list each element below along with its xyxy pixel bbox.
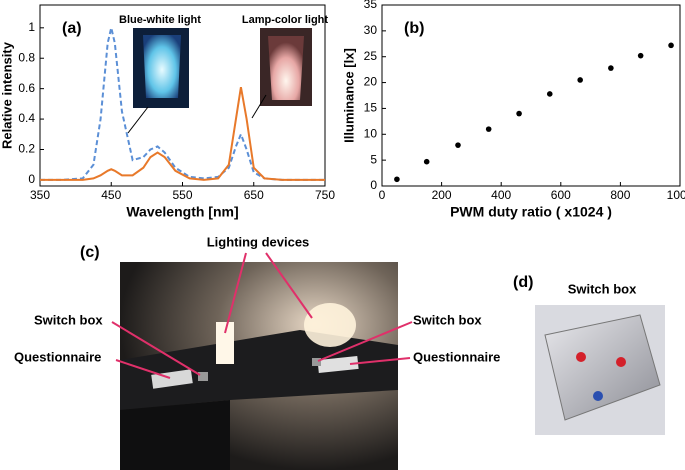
y-tick-label: 0 bbox=[370, 178, 377, 192]
x-tick-label: 200 bbox=[432, 188, 452, 202]
lamp bbox=[304, 303, 356, 347]
x-tick-label: 650 bbox=[244, 188, 264, 202]
paper bbox=[317, 355, 359, 374]
y-tick-label: 0.6 bbox=[18, 81, 35, 95]
point bbox=[577, 77, 583, 83]
y-tick-label: 10 bbox=[364, 126, 378, 140]
x-axis-label: PWM duty ratio ( x1024 ) bbox=[450, 204, 612, 220]
chart: 350 450 550 650 750 0 0.2 0.4 0.6 0.8 1 Wavelength … bbox=[0, 4, 335, 220]
y-tick-label: 0.8 bbox=[18, 50, 35, 64]
label: Questionnaire bbox=[14, 349, 101, 364]
button bbox=[616, 357, 626, 367]
pointer bbox=[251, 94, 267, 119]
plot-frame bbox=[381, 4, 681, 187]
label: Questionnaire bbox=[413, 349, 500, 364]
x-tick-label: 750 bbox=[315, 188, 335, 202]
series-line bbox=[40, 27, 325, 181]
x-tick-label: 550 bbox=[172, 188, 192, 202]
led bbox=[593, 391, 603, 401]
y-tick-label: 15 bbox=[364, 101, 378, 115]
point bbox=[423, 158, 430, 165]
y-axis-label: Relative intensity bbox=[0, 41, 14, 149]
y-axis-label: Illuminance [lx] bbox=[341, 48, 356, 143]
floor bbox=[120, 400, 230, 470]
callout bbox=[265, 252, 313, 319]
panel-label: (d) bbox=[513, 274, 533, 291]
y-tick-label: 1 bbox=[28, 20, 35, 34]
callout bbox=[349, 357, 411, 365]
series-line bbox=[40, 86, 325, 181]
inset-caption: Blue-white light bbox=[119, 14, 201, 26]
label: Switch box bbox=[34, 312, 103, 327]
label: Switch box bbox=[413, 312, 482, 327]
point bbox=[668, 42, 674, 49]
inset-caption: Lamp-color light bbox=[242, 14, 329, 26]
box bbox=[544, 314, 661, 421]
table bbox=[120, 330, 398, 410]
point bbox=[516, 110, 522, 117]
lamp bbox=[216, 322, 234, 364]
pointer bbox=[127, 106, 149, 134]
box bbox=[312, 358, 321, 366]
panel-label: (a) bbox=[62, 20, 82, 37]
lamp bbox=[143, 35, 181, 98]
x-tick-label: 800 bbox=[610, 188, 630, 202]
x-tick-label: 600 bbox=[551, 188, 571, 202]
panel-label: (b) bbox=[404, 20, 424, 37]
y-tick-label: 25 bbox=[364, 49, 378, 63]
y-tick-label: 0.4 bbox=[18, 111, 35, 125]
point bbox=[608, 65, 614, 71]
x-tick-label: 350 bbox=[30, 188, 50, 202]
point bbox=[394, 176, 400, 183]
callout bbox=[115, 359, 171, 379]
y-tick-label: 20 bbox=[364, 75, 378, 89]
lamp bbox=[268, 36, 304, 100]
y-tick-label: 5 bbox=[370, 152, 377, 166]
callout bbox=[111, 321, 201, 376]
y-tick-label: 35 bbox=[364, 0, 378, 11]
title: Switch box bbox=[568, 281, 637, 296]
panel-label: (c) bbox=[80, 244, 100, 261]
callout bbox=[317, 321, 413, 362]
photo-c: (c) Lighting devices Switch box Question… bbox=[14, 234, 500, 470]
inset-photos: Blue-white light Lamp-color light bbox=[119, 14, 329, 134]
y-tick-label: 0.2 bbox=[18, 142, 35, 156]
y-tick-label: 0 bbox=[28, 172, 35, 186]
button bbox=[576, 352, 586, 362]
point bbox=[485, 126, 492, 132]
label: Lighting devices bbox=[207, 234, 310, 249]
point bbox=[546, 91, 553, 97]
y-tick-label: 30 bbox=[364, 23, 378, 37]
point bbox=[455, 142, 461, 148]
callout bbox=[224, 252, 247, 334]
x-tick-label: 450 bbox=[101, 188, 121, 202]
photo-d: (d) Switch box bbox=[513, 274, 665, 435]
point bbox=[637, 52, 644, 59]
x-tick-label: 0 bbox=[379, 188, 386, 202]
x-axis-label: Wavelength [nm] bbox=[126, 204, 238, 220]
paper bbox=[151, 369, 193, 389]
x-tick-label: 400 bbox=[491, 188, 511, 202]
box bbox=[198, 372, 208, 381]
